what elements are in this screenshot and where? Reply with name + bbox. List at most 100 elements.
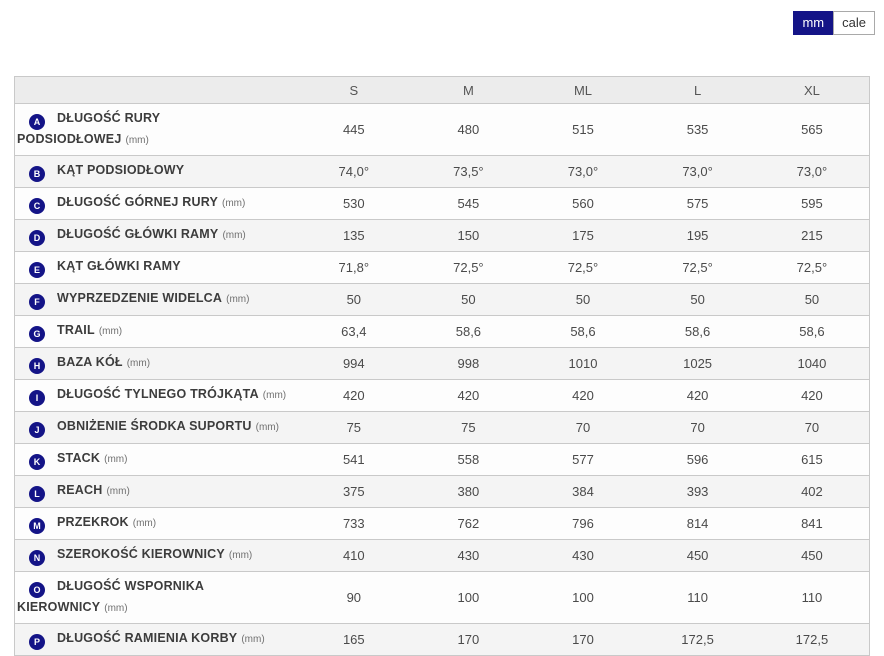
value-cell: 175 bbox=[525, 219, 641, 252]
table-row: M PRZEKROK (mm) 733 762 796 814 841 bbox=[14, 507, 870, 540]
value-cell: 135 bbox=[296, 219, 412, 252]
value-cell: 110 bbox=[640, 571, 755, 624]
value-cell: 170 bbox=[411, 623, 526, 656]
value-cell: 90 bbox=[296, 571, 412, 624]
row-letter-badge: E bbox=[29, 262, 45, 278]
table-row: A DŁUGOŚĆ RURY PODSIODŁOWEJ (mm) 445 480 515 5… bbox=[14, 103, 870, 156]
row-label-cell: O DŁUGOŚĆ WSPORNIKA KIEROWNICY (mm) bbox=[14, 571, 297, 624]
value-cell: 100 bbox=[525, 571, 641, 624]
value-cell: 841 bbox=[754, 507, 870, 540]
row-unit: (mm) bbox=[104, 454, 128, 465]
table-row: B KĄT PODSIODŁOWY 74,0° 73,5° 73,0° 73,0° 73,0… bbox=[14, 155, 870, 188]
value-cell: 58,6 bbox=[640, 315, 755, 348]
value-cell: 560 bbox=[525, 187, 641, 220]
value-cell: 72,5° bbox=[411, 251, 526, 284]
value-cell: 72,5° bbox=[525, 251, 641, 284]
value-cell: 420 bbox=[525, 379, 641, 412]
row-label: SZEROKOŚĆ KIEROWNICY bbox=[57, 547, 225, 561]
column-header-l: L bbox=[640, 76, 755, 104]
value-cell: 150 bbox=[411, 219, 526, 252]
value-cell: 50 bbox=[640, 283, 755, 316]
unit-mm-button[interactable]: mm bbox=[793, 11, 834, 35]
value-cell: 110 bbox=[754, 571, 870, 624]
row-letter-badge: N bbox=[29, 550, 45, 566]
row-letter-badge: F bbox=[29, 294, 45, 310]
value-cell: 420 bbox=[640, 379, 755, 412]
value-cell: 195 bbox=[640, 219, 755, 252]
value-cell: 530 bbox=[296, 187, 412, 220]
column-header-ml: ML bbox=[525, 76, 641, 104]
row-label: DŁUGOŚĆ GÓRNEJ RURY bbox=[57, 195, 218, 209]
row-label: KĄT PODSIODŁOWY bbox=[57, 163, 185, 177]
unit-toggle: mm cale bbox=[793, 11, 875, 35]
row-label-cell: G TRAIL (mm) bbox=[14, 315, 297, 348]
value-cell: 170 bbox=[525, 623, 641, 656]
row-unit: (mm) bbox=[228, 550, 253, 561]
row-label-cell: M PRZEKROK (mm) bbox=[14, 507, 297, 540]
value-cell: 172,5 bbox=[640, 623, 755, 656]
row-unit: (mm) bbox=[222, 198, 246, 209]
value-cell: 814 bbox=[640, 507, 755, 540]
value-cell: 58,6 bbox=[525, 315, 641, 348]
row-label: DŁUGOŚĆ RAMIENIA KORBY bbox=[57, 631, 238, 645]
value-cell: 558 bbox=[411, 443, 526, 476]
value-cell: 380 bbox=[411, 475, 526, 508]
value-cell: 73,0° bbox=[640, 155, 755, 188]
row-label: TRAIL bbox=[57, 323, 95, 337]
row-label: KĄT GŁÓWKI RAMY bbox=[57, 259, 181, 273]
row-label: OBNIŻENIE ŚRODKA SUPORTU bbox=[57, 419, 252, 433]
value-cell: 73,5° bbox=[411, 155, 526, 188]
value-cell: 215 bbox=[754, 219, 870, 252]
value-cell: 430 bbox=[525, 539, 641, 572]
value-cell: 545 bbox=[411, 187, 526, 220]
unit-cale-button[interactable]: cale bbox=[833, 11, 875, 35]
value-cell: 50 bbox=[411, 283, 526, 316]
row-label-cell: H BAZA KÓŁ (mm) bbox=[14, 347, 297, 380]
value-cell: 450 bbox=[640, 539, 755, 572]
row-label-cell: K STACK (mm) bbox=[14, 443, 297, 476]
geometry-table: S M ML L XL A DŁUGOŚĆ RURY PODSIODŁOWEJ (mm) 44… bbox=[14, 76, 870, 656]
row-unit: (mm) bbox=[125, 135, 149, 146]
value-cell: 402 bbox=[754, 475, 870, 508]
table-row: G TRAIL (mm) 63,4 58,6 58,6 58,6 58,6 bbox=[14, 315, 870, 348]
row-letter-badge: H bbox=[29, 358, 45, 374]
value-cell: 393 bbox=[640, 475, 755, 508]
row-label: STACK bbox=[57, 451, 101, 465]
row-unit: (mm) bbox=[132, 518, 157, 529]
row-unit: (mm) bbox=[222, 230, 246, 241]
row-label: DŁUGOŚĆ TYLNEGO TRÓJKĄTA bbox=[57, 387, 259, 401]
row-label-cell: N SZEROKOŚĆ KIEROWNICY (mm) bbox=[14, 539, 297, 572]
row-letter-badge: P bbox=[29, 634, 45, 650]
row-unit: (mm) bbox=[106, 486, 130, 497]
value-cell: 480 bbox=[411, 103, 526, 156]
value-cell: 75 bbox=[296, 411, 412, 444]
value-cell: 420 bbox=[754, 379, 870, 412]
row-label: PRZEKROK bbox=[57, 515, 129, 529]
value-cell: 50 bbox=[296, 283, 412, 316]
row-label-cell: D DŁUGOŚĆ GŁÓWKI RAMY (mm) bbox=[14, 219, 297, 252]
value-cell: 535 bbox=[640, 103, 755, 156]
value-cell: 762 bbox=[411, 507, 526, 540]
value-cell: 595 bbox=[754, 187, 870, 220]
value-cell: 75 bbox=[411, 411, 526, 444]
value-cell: 994 bbox=[296, 347, 412, 380]
row-letter-badge: C bbox=[29, 198, 45, 214]
value-cell: 375 bbox=[296, 475, 412, 508]
row-letter-badge: K bbox=[29, 454, 45, 470]
row-unit: (mm) bbox=[126, 358, 151, 369]
row-label-cell: J OBNIŻENIE ŚRODKA SUPORTU (mm) bbox=[14, 411, 297, 444]
value-cell: 577 bbox=[525, 443, 641, 476]
value-cell: 58,6 bbox=[411, 315, 526, 348]
row-label-cell: F WYPRZEDZENIE WIDELCA (mm) bbox=[14, 283, 297, 316]
row-label: BAZA KÓŁ bbox=[57, 355, 123, 369]
row-letter-badge: D bbox=[29, 230, 45, 246]
row-letter-badge: G bbox=[29, 326, 45, 342]
geometry-table-head-row: S M ML L XL bbox=[14, 76, 870, 104]
row-label-cell: P DŁUGOŚĆ RAMIENIA KORBY (mm) bbox=[14, 623, 297, 656]
geometry-table-body: A DŁUGOŚĆ RURY PODSIODŁOWEJ (mm) 445 480 515 5… bbox=[14, 103, 870, 656]
table-row: K STACK (mm) 541 558 577 596 615 bbox=[14, 443, 870, 476]
value-cell: 70 bbox=[640, 411, 755, 444]
value-cell: 450 bbox=[754, 539, 870, 572]
value-cell: 384 bbox=[525, 475, 641, 508]
row-label: DŁUGOŚĆ RURY PODSIODŁOWEJ bbox=[17, 111, 161, 146]
